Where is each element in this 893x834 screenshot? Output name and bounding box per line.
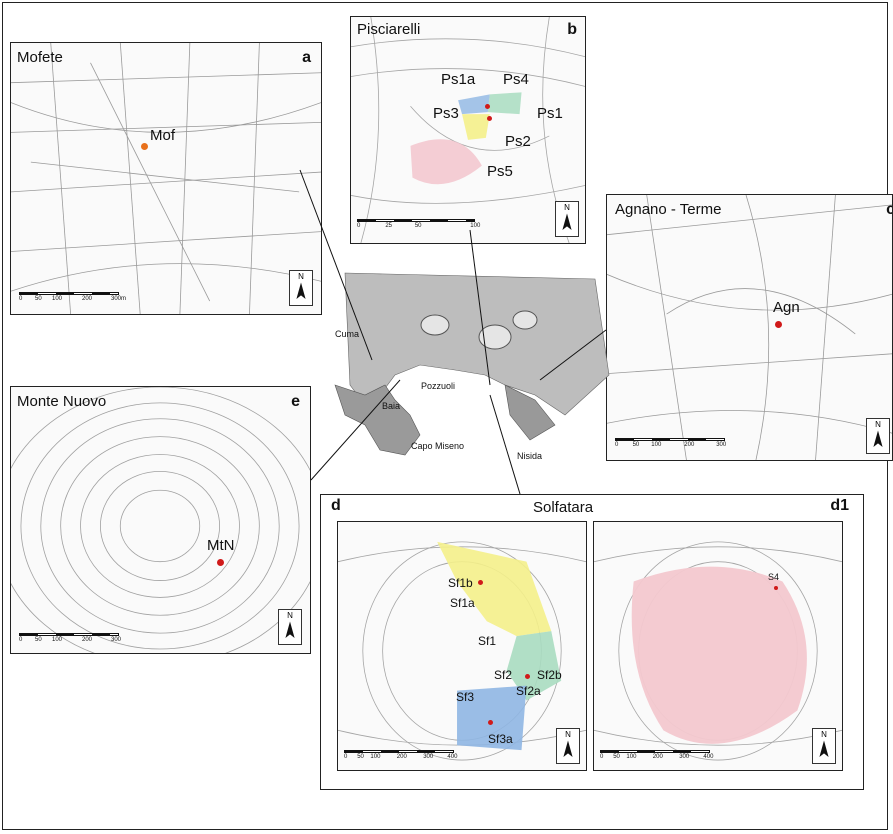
site-label: Sf1a xyxy=(450,596,475,610)
panel-b-pisciarelli: Pisciarelli b Ps1a Ps4 Ps3 Ps1 Ps2 Ps5 N… xyxy=(350,16,586,244)
site-label: S4 xyxy=(768,572,780,582)
site-marker xyxy=(774,586,778,590)
north-arrow-icon: N xyxy=(555,201,579,237)
panel-letter: e xyxy=(291,393,300,410)
place-label: Capo Miseno xyxy=(411,441,465,451)
panel-e-monte-nuovo: Monte Nuovo e MtN N 0 50 100 200 300 xyxy=(10,386,311,654)
site-label: Sf3 xyxy=(456,690,475,704)
site-label: Sf3a xyxy=(488,732,513,746)
north-arrow-icon: N xyxy=(812,728,836,764)
site-label: Sf2 xyxy=(494,668,513,682)
panel-title: Monte Nuovo xyxy=(17,393,107,410)
scale-bar: 0 50 100 200 300 xyxy=(19,633,121,647)
site-label: Ps5 xyxy=(487,163,513,180)
panel-letter: d xyxy=(331,497,341,514)
place-label: Cuma xyxy=(335,329,360,339)
site-marker xyxy=(485,104,490,109)
site-marker xyxy=(488,720,493,725)
place-label: Pozzuoli xyxy=(421,381,456,391)
scale-bar: 0 50 100 200 300 xyxy=(615,438,726,452)
north-arrow-icon: N xyxy=(556,728,580,764)
submap-d: Sf1b Sf1a Sf1 Sf2 Sf2b Sf2a Sf3 Sf3a N 0… xyxy=(337,521,587,771)
site-label: Ps3 xyxy=(433,105,459,122)
scale-bar: 0 50 100 200 300 400 xyxy=(600,750,713,764)
panel-letter: c xyxy=(886,201,892,219)
topographic-background xyxy=(338,541,586,761)
site-label: Sf1b xyxy=(448,576,473,590)
site-label: Sf2a xyxy=(516,684,541,698)
relief-shape xyxy=(334,272,610,456)
topographic-background xyxy=(351,17,585,243)
site-label: Mof xyxy=(150,127,176,144)
panel-title: Pisciarelli xyxy=(357,21,421,38)
site-marker xyxy=(487,116,492,121)
place-label: Baia xyxy=(382,401,401,411)
scale-bar: 0 50 100 200 300 m xyxy=(19,292,126,306)
scale-bar: 0 25 50 100 xyxy=(357,219,480,233)
site-label: MtN xyxy=(207,537,235,554)
topographic-background xyxy=(11,387,310,653)
north-arrow-icon: N xyxy=(866,418,890,454)
site-label: Sf2b xyxy=(537,668,562,682)
site-marker xyxy=(478,580,483,585)
site-marker xyxy=(775,321,782,328)
site-marker xyxy=(525,674,530,679)
site-label: Sf1 xyxy=(478,634,497,648)
site-marker xyxy=(141,143,148,150)
street-map-background xyxy=(11,43,321,314)
panel-title: Mofete xyxy=(17,49,63,66)
panel-letter: b xyxy=(567,21,577,38)
panel-letter: d1 xyxy=(830,497,849,514)
site-label: Ps4 xyxy=(503,71,529,88)
north-arrow-icon: N xyxy=(289,270,313,306)
center-relief-map: Cuma Baia Pozzuoli Capo Miseno Nisida xyxy=(325,265,610,485)
panel-a-mofete: Mofete a Mof N 0 50 100 200 300 m xyxy=(10,42,322,315)
panel-d-solfatara: Solfatara d d1 Sf1b Sf1a Sf1 Sf2 Sf2b Sf… xyxy=(320,494,864,790)
topographic-background xyxy=(594,541,842,761)
scale-bar: 0 50 100 200 300 400 xyxy=(344,750,457,764)
panel-title: Solfatara xyxy=(533,499,594,516)
site-label: Ps1 xyxy=(537,105,563,122)
site-label: Agn xyxy=(773,299,800,316)
panel-letter: a xyxy=(302,49,311,66)
submap-d1: S4 N 0 50 100 200 300 400 xyxy=(593,521,843,771)
place-label: Nisida xyxy=(517,451,543,461)
site-label: Ps1a xyxy=(441,71,476,88)
street-map-background xyxy=(607,195,892,460)
north-arrow-icon: N xyxy=(278,609,302,645)
site-label: Ps2 xyxy=(505,133,531,150)
panel-title: Agnano - Terme xyxy=(615,201,722,218)
site-marker xyxy=(217,559,224,566)
